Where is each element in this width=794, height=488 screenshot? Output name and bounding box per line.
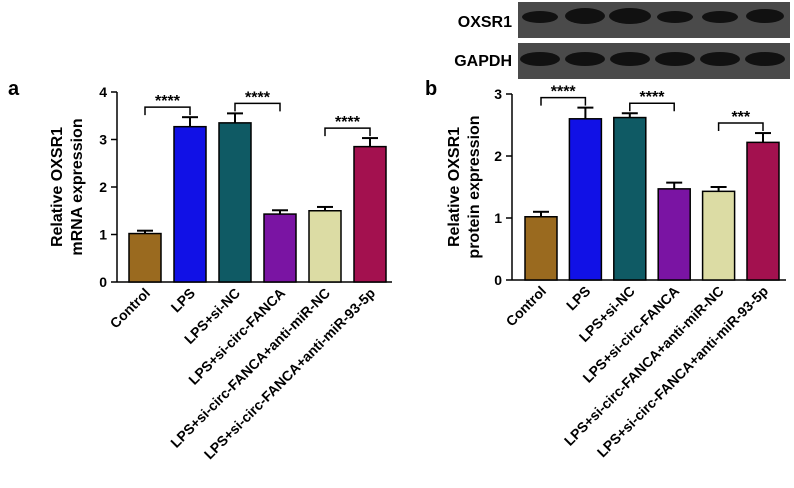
y-axis-label: Relative OXSR1 xyxy=(49,127,66,247)
y-tick-label: 3 xyxy=(494,86,502,102)
significance-label: **** xyxy=(245,89,271,106)
blot-label: GAPDH xyxy=(454,53,512,70)
bar xyxy=(263,213,297,283)
bar xyxy=(173,125,207,283)
bar xyxy=(308,210,342,283)
blot-label: OXSR1 xyxy=(458,14,512,31)
significance-bracket xyxy=(324,127,371,137)
y-axis-label: protein expression xyxy=(466,115,483,258)
bar xyxy=(524,216,558,281)
blot-band xyxy=(610,52,650,66)
bar xyxy=(613,116,647,281)
significance-label: *** xyxy=(731,109,750,126)
blot-band xyxy=(565,52,605,66)
x-tick-label: Control xyxy=(107,285,154,332)
significance-label: **** xyxy=(155,93,181,110)
y-tick-label: 0 xyxy=(494,272,502,288)
x-tick-label: Control xyxy=(503,283,550,330)
blot-band xyxy=(745,52,785,66)
blot-band xyxy=(655,52,695,66)
significance-bracket xyxy=(540,96,587,106)
blot-lane-bg xyxy=(518,2,790,38)
western-blot: OXSR1 GAPDH xyxy=(454,2,790,79)
significance-bracket xyxy=(144,106,191,116)
y-tick-label: 1 xyxy=(99,227,107,243)
blot-band xyxy=(657,11,693,23)
significance-bracket xyxy=(717,122,764,132)
significance-bracket xyxy=(629,102,675,112)
significance-label: **** xyxy=(335,114,361,131)
bar xyxy=(353,145,387,283)
bar xyxy=(568,118,603,281)
y-tick-label: 0 xyxy=(99,274,107,290)
blot-band xyxy=(702,11,738,23)
blot-band xyxy=(746,9,784,23)
blot-band xyxy=(522,11,558,23)
blot-band xyxy=(520,52,560,66)
x-tick-label: LPS xyxy=(168,285,199,316)
y-tick-label: 2 xyxy=(494,148,502,164)
bar xyxy=(128,232,162,283)
significance-bracket xyxy=(234,102,281,112)
y-tick-label: 2 xyxy=(99,179,107,195)
panel-label: a xyxy=(8,78,20,100)
y-tick-label: 1 xyxy=(494,210,502,226)
bar xyxy=(218,122,252,283)
blot-lane-bg xyxy=(518,43,790,79)
x-tick-label: LPS+si-circ-FANCA+anti-miR-NC xyxy=(167,285,333,451)
y-tick-label: 3 xyxy=(99,132,107,148)
blot-band xyxy=(609,8,651,24)
y-axis-label: mRNA expression xyxy=(69,118,86,255)
x-tick-label: LPS xyxy=(563,283,594,314)
y-tick-label: 4 xyxy=(99,84,107,100)
x-tick-label: LPS+si-circ-FANCA+anti-miR-NC xyxy=(561,283,727,449)
bar xyxy=(657,188,691,281)
significance-label: **** xyxy=(640,89,666,106)
bar xyxy=(746,141,780,281)
panel-label: b xyxy=(425,78,437,100)
blot-band xyxy=(565,8,605,24)
y-axis-label: Relative OXSR1 xyxy=(446,127,463,247)
bar xyxy=(701,190,736,281)
blot-band xyxy=(700,52,740,66)
significance-label: **** xyxy=(551,84,577,101)
